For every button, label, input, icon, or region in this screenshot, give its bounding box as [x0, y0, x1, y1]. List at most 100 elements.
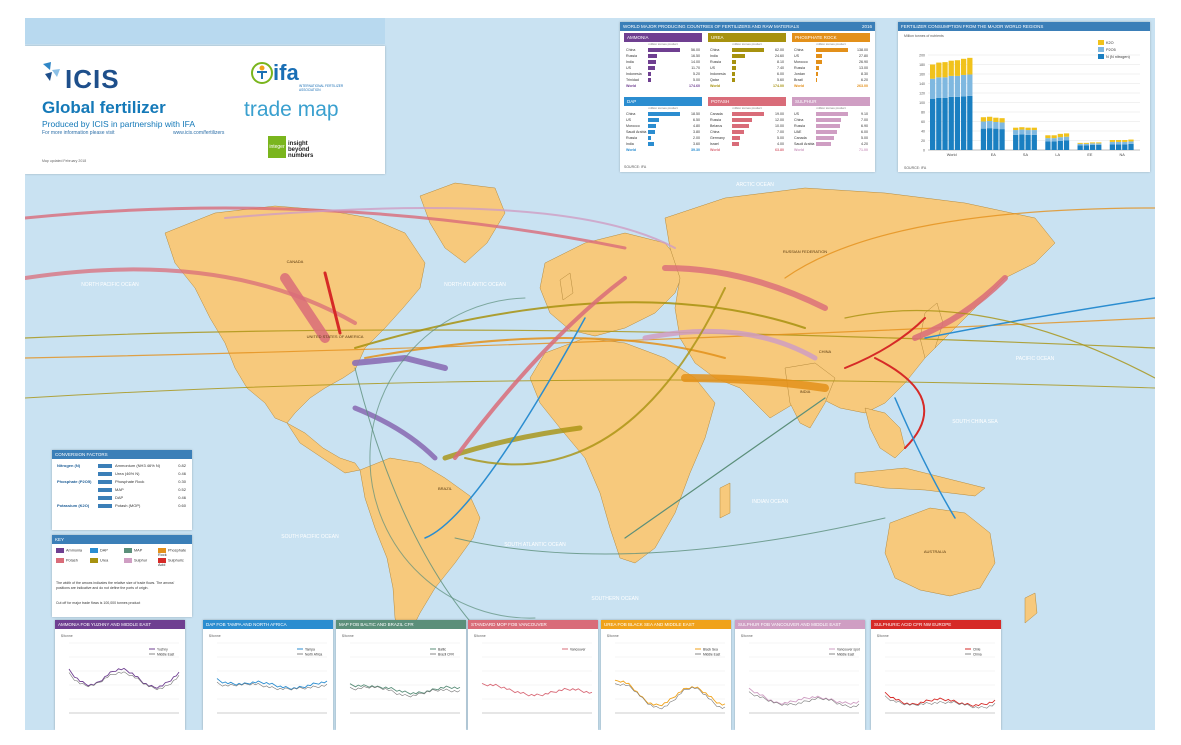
country-name: China — [710, 48, 720, 52]
table-row: Russia 2.00 — [624, 135, 702, 141]
label-south-china-sea: SOUTH CHINA SEA — [952, 419, 998, 425]
africa — [529, 337, 716, 564]
price-chart-panel: SULPHURIC ACID CFR NW EUROPE $/tonne Chile… — [871, 620, 1001, 730]
key-item: Urea — [90, 558, 108, 563]
world-label: World — [710, 84, 721, 88]
bar-segment — [1096, 143, 1102, 145]
value-text: 5.60 — [777, 78, 784, 82]
value-text: 6.00 — [861, 130, 868, 134]
y-tick-label: 80 — [921, 111, 925, 115]
key-note: The width of the arrows indicates the re… — [56, 581, 175, 590]
country-name: Trinidad — [626, 78, 639, 82]
legend-label: China — [973, 653, 982, 657]
key-item: Phosphate Rock — [158, 548, 192, 557]
page-title: Global fertilizer — [42, 98, 166, 117]
table-row: India 24.60 — [708, 53, 786, 59]
price-chart-header: SULPHUR FOB VANCOUVER AND MIDDLE EAST — [735, 620, 865, 629]
bar-segment — [942, 77, 948, 98]
price-series-line — [614, 683, 726, 710]
table-row: China 7.00 — [792, 117, 870, 123]
bar-segment — [1115, 144, 1122, 150]
legend-swatch — [1098, 54, 1104, 59]
value-text: 11.70 — [691, 66, 700, 70]
legend-label: P2O5 — [1106, 48, 1116, 52]
value-text: 18.50 — [691, 112, 700, 116]
country-name: India — [626, 60, 634, 64]
integer-tagline: insight beyond numbers — [288, 141, 314, 159]
table-row: US 27.80 — [792, 53, 870, 59]
price-chart: $/tonne Vancouver — [474, 634, 593, 714]
bar-segment — [980, 128, 987, 150]
conversion-row: DAP 0.46 — [52, 494, 192, 502]
consumption-source: SOURCE: IFA — [904, 166, 927, 170]
bar-segment — [1025, 134, 1031, 150]
table-row: Saudi Arabia 3.80 — [624, 129, 702, 135]
bar-segment — [1089, 144, 1096, 150]
factor-value: 0.30 — [178, 479, 186, 484]
bar-segment — [1019, 134, 1025, 150]
price-unit: $/tonne — [741, 634, 753, 638]
conversion-bar — [98, 480, 112, 484]
y-tick-label: 40 — [921, 130, 925, 134]
bar-segment — [1019, 127, 1025, 130]
label-china: CHINA — [819, 349, 832, 354]
value-bar — [816, 54, 823, 58]
price-series-line — [349, 683, 461, 695]
bar-segment — [1031, 127, 1037, 131]
world-value: 174.60 — [689, 84, 700, 88]
bar-segment — [936, 62, 942, 78]
bar-segment — [1128, 139, 1134, 142]
y-tick-label: 180 — [919, 63, 925, 67]
value-bar — [816, 130, 838, 134]
value-bar — [816, 112, 848, 116]
price-series-line — [68, 667, 180, 689]
world-value: 263.00 — [857, 84, 868, 88]
bar-segment — [980, 121, 987, 129]
table-row: Morocco 26.90 — [792, 59, 870, 65]
value-text: 3.80 — [693, 130, 700, 134]
value-text: 6.90 — [861, 124, 868, 128]
country-name: US — [626, 66, 631, 70]
price-chart-header: STANDARD MOP FOB VANCOUVER — [468, 620, 598, 629]
website-link[interactable]: www.icis.com/fertilizers — [173, 130, 225, 136]
country-name: Russia — [710, 60, 721, 64]
new-zealand — [1024, 592, 1038, 624]
y-tick-label: 200 — [919, 54, 925, 58]
label-south-atlantic: SOUTH ATLANTIC OCEAN — [504, 542, 566, 548]
bar-segment — [930, 98, 936, 150]
world-value: 63.80 — [775, 148, 784, 152]
key-swatch — [158, 548, 166, 553]
key-swatch — [90, 558, 98, 563]
legend-label: Middle East — [837, 653, 854, 657]
production-table-unit: million tonnes product — [816, 106, 846, 110]
value-text: 3.60 — [693, 142, 700, 146]
bar-segment — [1089, 142, 1096, 144]
conversion-bar — [98, 464, 112, 468]
country-name: India — [626, 142, 634, 146]
key-item: Ammonia — [56, 548, 82, 553]
legend-label: Brazil CFR — [438, 653, 455, 657]
conversion-bar — [98, 488, 112, 492]
australia — [884, 507, 996, 597]
label-arctic: ARCTIC OCEAN — [736, 182, 774, 188]
table-row: Canada 5.00 — [792, 135, 870, 141]
legend-label: North Africa — [305, 653, 322, 657]
table-row: Russia 16.50 — [624, 53, 702, 59]
price-series-line — [884, 691, 996, 707]
country-name: Russia — [794, 66, 805, 70]
bar-segment — [999, 122, 1005, 130]
factor-value: 0.46 — [178, 471, 186, 476]
bar-segment — [948, 96, 954, 150]
bar-segment — [1096, 142, 1102, 144]
value-bar — [648, 48, 680, 52]
label-south-pacific: SOUTH PACIFIC OCEAN — [281, 534, 339, 540]
region-label: NA — [1120, 153, 1126, 157]
value-bar — [816, 124, 841, 128]
price-series-line — [216, 678, 328, 690]
production-table: DAP million tonnes product China 18.50 US 6.5… — [624, 97, 702, 152]
bar-segment — [1019, 129, 1025, 135]
ifa-person-icon — [251, 62, 273, 84]
bar-segment — [1057, 140, 1063, 150]
bar-segment — [967, 95, 973, 150]
world-total-row: World 71.00 — [792, 147, 870, 153]
